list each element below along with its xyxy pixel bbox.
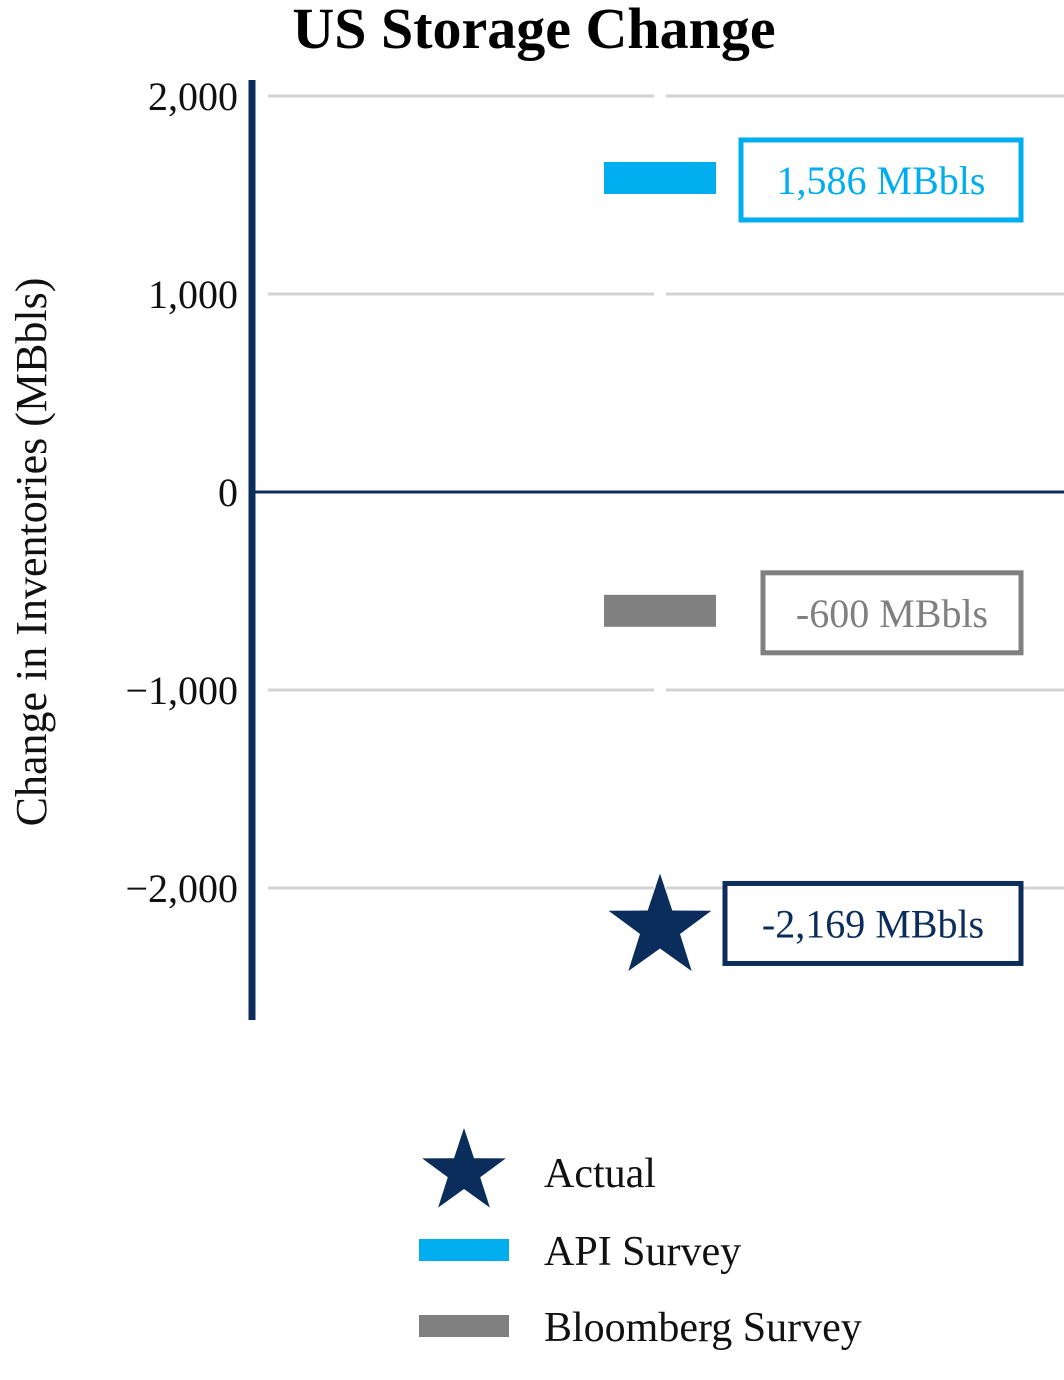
value-annotations: -2,169 MBbls 1,586 MBbls -600 MBbls <box>722 137 1024 966</box>
y-tick-label: 0 <box>218 470 238 515</box>
legend-label: API Survey <box>544 1229 741 1275</box>
legend: Actual API Survey Bloomberg Survey <box>419 1128 862 1351</box>
data-marks <box>604 161 716 972</box>
y-tick-label: 1,000 <box>148 272 238 317</box>
legend-label: Bloomberg Survey <box>544 1305 862 1351</box>
legend-bar-icon <box>419 1315 509 1337</box>
chart-title: US Storage Change <box>292 0 775 61</box>
actual-star-marker <box>608 873 712 972</box>
value-annotation-box <box>738 137 1024 223</box>
survey-bar-marker <box>604 594 716 627</box>
y-tick-label: 2,000 <box>148 74 238 119</box>
legend-star-icon <box>422 1128 506 1208</box>
value-annotation-box <box>722 880 1024 966</box>
value-annotation-text: -2,169 MBbls <box>762 901 984 946</box>
y-tick-label: −1,000 <box>125 668 238 713</box>
y-axis-label: Change in Inventories (MBbls) <box>7 278 56 827</box>
legend-bar-icon <box>419 1239 509 1261</box>
value-annotation-box <box>760 570 1024 656</box>
survey-bar-marker <box>604 161 716 194</box>
value-annotation-text: 1,586 MBbls <box>777 158 986 203</box>
value-annotation-text: -600 MBbls <box>796 591 988 636</box>
y-tick-labels: 2,000 1,000 0 −1,000 −2,000 <box>125 74 238 911</box>
legend-label: Actual <box>544 1151 656 1197</box>
y-tick-label: −2,000 <box>125 866 238 911</box>
gridlines <box>248 80 1064 1020</box>
